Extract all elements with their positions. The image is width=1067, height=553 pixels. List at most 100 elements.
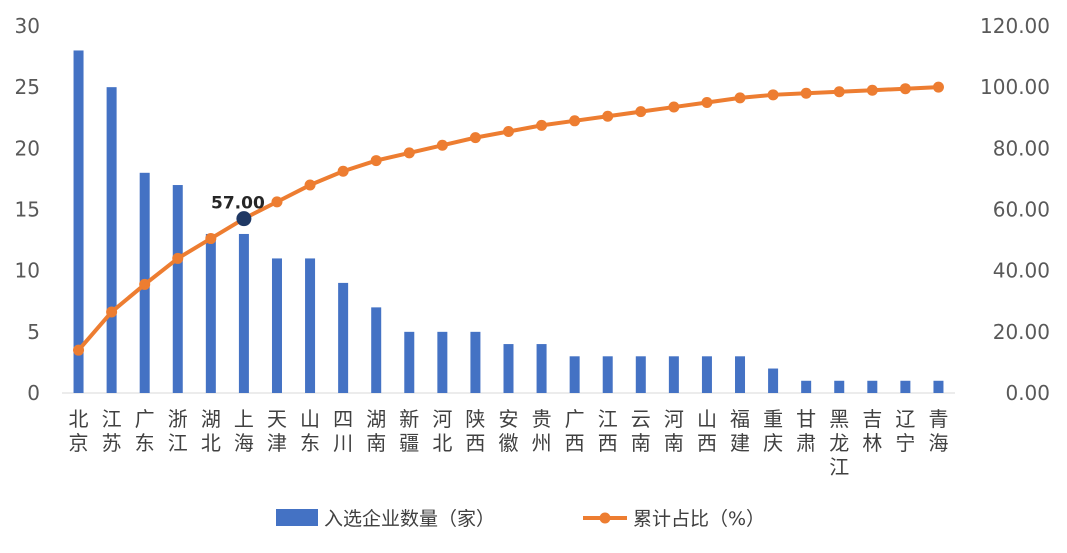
left-tick-label: 0 bbox=[27, 381, 40, 405]
line-point bbox=[370, 155, 382, 167]
bar bbox=[106, 87, 117, 394]
right-tick-label: 120.00 bbox=[980, 14, 1050, 38]
category-label: 吉林 bbox=[862, 407, 882, 455]
category-label: 湖北 bbox=[201, 407, 221, 455]
category-label: 山东 bbox=[300, 407, 320, 455]
category-label: 陕西 bbox=[465, 407, 485, 455]
category-label: 河南 bbox=[664, 407, 684, 455]
bar bbox=[933, 380, 944, 393]
bar bbox=[569, 356, 580, 393]
line-point bbox=[833, 86, 845, 98]
category-label: 浙江 bbox=[168, 407, 188, 455]
category-label: 天津 bbox=[267, 407, 287, 455]
line-point bbox=[73, 344, 85, 356]
bar bbox=[371, 307, 382, 393]
bar bbox=[834, 380, 845, 393]
category-label: 云南 bbox=[631, 407, 651, 455]
left-tick-label: 10 bbox=[15, 259, 40, 283]
right-tick-label: 0.00 bbox=[1005, 381, 1050, 405]
line-point bbox=[899, 83, 911, 95]
bar bbox=[768, 368, 779, 393]
category-label: 黑龙江 bbox=[829, 407, 849, 479]
bar bbox=[470, 331, 481, 393]
line-point bbox=[205, 233, 217, 245]
line-point bbox=[767, 89, 779, 101]
line-point bbox=[469, 132, 481, 144]
bar bbox=[602, 356, 613, 393]
category-label: 上海 bbox=[234, 407, 254, 455]
legend-swatch-marker bbox=[599, 512, 611, 524]
left-tick-label: 15 bbox=[15, 198, 40, 222]
right-tick-label: 40.00 bbox=[993, 259, 1050, 283]
left-axis-ticks: 0 5 10 15 20 25 30 bbox=[15, 14, 40, 405]
legend-label-line: 累计占比（%） bbox=[633, 508, 765, 530]
line-point bbox=[866, 84, 878, 96]
category-label: 重庆 bbox=[763, 407, 783, 455]
line-point bbox=[304, 179, 316, 191]
line-point bbox=[932, 81, 944, 93]
category-label: 广西 bbox=[565, 407, 585, 455]
category-label: 安徽 bbox=[499, 407, 519, 455]
category-label: 福建 bbox=[730, 407, 750, 455]
highlight-point bbox=[236, 211, 252, 227]
line-point bbox=[106, 306, 118, 318]
bar bbox=[172, 185, 183, 393]
legend-label-bar: 入选企业数量（家） bbox=[324, 508, 495, 530]
bar bbox=[205, 233, 216, 393]
right-tick-label: 60.00 bbox=[993, 198, 1050, 222]
line-point bbox=[800, 87, 812, 99]
line-point bbox=[139, 278, 151, 290]
line-series bbox=[73, 81, 944, 356]
bar bbox=[404, 331, 415, 393]
category-label: 四川 bbox=[333, 407, 353, 455]
category-label: 山西 bbox=[697, 407, 717, 455]
line-point bbox=[172, 252, 184, 264]
category-label: 河北 bbox=[432, 407, 452, 455]
line-point bbox=[668, 101, 680, 113]
bar bbox=[338, 282, 349, 393]
data-label: 57.00 bbox=[211, 194, 265, 214]
bar bbox=[701, 356, 712, 393]
bar bbox=[801, 380, 812, 393]
line-point bbox=[436, 139, 448, 151]
bar-series bbox=[73, 50, 944, 394]
category-label: 广东 bbox=[135, 407, 155, 455]
bar bbox=[437, 331, 448, 393]
bar bbox=[668, 356, 679, 393]
category-label: 江西 bbox=[598, 407, 618, 455]
left-tick-label: 5 bbox=[27, 320, 40, 344]
bar bbox=[635, 356, 646, 393]
line-point bbox=[602, 110, 614, 122]
category-label: 江苏 bbox=[102, 407, 122, 455]
line-point bbox=[403, 147, 415, 159]
bar bbox=[271, 258, 282, 393]
right-tick-label: 80.00 bbox=[993, 136, 1050, 160]
bar bbox=[536, 344, 547, 393]
right-axis-ticks: 0.00 20.00 40.00 60.00 80.00 100.00 120.00 bbox=[980, 14, 1050, 405]
line-point bbox=[701, 96, 713, 108]
line-point bbox=[734, 92, 746, 104]
left-tick-label: 20 bbox=[15, 136, 40, 160]
category-label: 湖南 bbox=[366, 407, 386, 455]
category-label: 辽宁 bbox=[895, 407, 915, 455]
right-tick-label: 20.00 bbox=[993, 320, 1050, 344]
line-point bbox=[635, 106, 647, 118]
line-point bbox=[271, 196, 283, 208]
bar bbox=[73, 50, 84, 393]
right-tick-label: 100.00 bbox=[980, 75, 1050, 99]
category-label: 贵州 bbox=[532, 407, 552, 455]
legend: 入选企业数量（家） 累计占比（%） bbox=[276, 508, 765, 530]
legend-swatch-bar bbox=[276, 509, 318, 526]
category-label: 新疆 bbox=[399, 407, 419, 455]
category-label: 甘肃 bbox=[796, 407, 816, 455]
line-point bbox=[536, 119, 548, 131]
line-point bbox=[569, 115, 581, 127]
left-tick-label: 30 bbox=[15, 14, 40, 38]
line-point bbox=[337, 165, 349, 177]
line-point bbox=[503, 126, 514, 138]
category-label: 北京 bbox=[69, 407, 89, 455]
annotation-layer: 57.00 bbox=[211, 194, 265, 227]
bar bbox=[735, 356, 746, 393]
bar bbox=[900, 380, 911, 393]
